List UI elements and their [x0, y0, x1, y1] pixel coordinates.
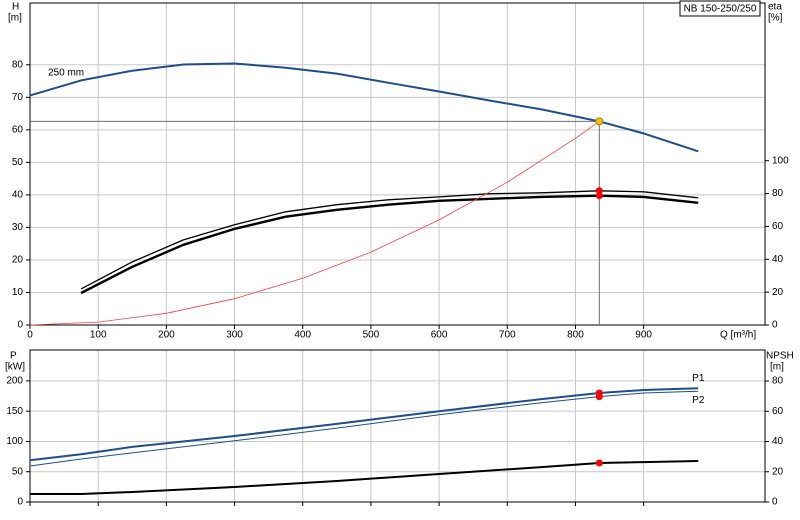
- duty-point: [595, 117, 604, 126]
- x-tick-label: 400: [294, 330, 311, 341]
- y2-tick-label: 0: [772, 497, 778, 508]
- plots: 0 100 200 300 400 500 600 700 800 900010203040506…: [6, 2, 789, 508]
- y-tick-label: 50: [12, 466, 24, 477]
- y-tick-label: 70: [12, 92, 24, 103]
- y2-tick-label: 60: [772, 221, 784, 232]
- duty-point: [595, 192, 603, 200]
- duty-point: [595, 393, 603, 401]
- plot-frame: [29, 2, 766, 326]
- y2-tick-label: 40: [772, 254, 784, 265]
- y2-axis-unit: [%]: [768, 13, 783, 24]
- y2-tick-label: 40: [772, 436, 784, 447]
- y-tick-label: 0: [17, 320, 23, 331]
- x-tick-label: 100: [90, 330, 107, 341]
- y2-tick-label: 0: [772, 320, 778, 331]
- y-tick-label: 40: [12, 190, 24, 201]
- series-label: P1: [692, 373, 705, 384]
- curve-annotation: 250 mm: [48, 68, 84, 79]
- x-axis-label: Q [m³/h]: [720, 330, 756, 341]
- x-tick-label: 700: [499, 330, 516, 341]
- curve: [30, 460, 699, 495]
- y-axis-label: H: [12, 2, 19, 13]
- title-box: [679, 0, 761, 17]
- duty-point: [595, 459, 603, 467]
- y2-tick-label: 60: [772, 406, 784, 417]
- x-tick-label: 800: [567, 330, 584, 341]
- x-tick-label: 500: [363, 330, 380, 341]
- y2-tick-label: 20: [772, 466, 784, 477]
- x-tick-label: 0: [27, 330, 33, 341]
- duty-point: [595, 187, 603, 195]
- plot-frame: [29, 349, 766, 503]
- y-tick-label: 150: [6, 406, 23, 417]
- y-tick-label: 0: [17, 497, 23, 508]
- y-axis-label: P: [10, 351, 17, 362]
- y-tick-label: 80: [12, 59, 24, 70]
- y-tick-label: 30: [12, 222, 24, 233]
- y-tick-label: 100: [6, 436, 23, 447]
- y2-axis-label: NPSH: [766, 351, 794, 362]
- y-tick-label: 20: [12, 255, 24, 266]
- y-tick-label: 10: [12, 287, 24, 298]
- x-tick-label: 600: [431, 330, 448, 341]
- y-tick-label: 200: [6, 376, 23, 387]
- chart-title: NB 150-250/250: [684, 4, 757, 15]
- series-label: P2: [692, 395, 705, 406]
- y-tick-label: 60: [12, 124, 24, 135]
- y2-axis-label: eta: [768, 2, 782, 13]
- y2-tick-label: 80: [772, 376, 784, 387]
- y2-tick-label: 100: [772, 155, 789, 166]
- y-axis-unit: [kW]: [5, 362, 25, 373]
- x-tick-label: 200: [158, 330, 175, 341]
- y2-tick-label: 20: [772, 287, 784, 298]
- x-tick-label: 300: [226, 330, 243, 341]
- curve: [29, 390, 699, 467]
- y-tick-label: 50: [12, 157, 24, 168]
- y-axis-unit: [m]: [8, 13, 22, 24]
- curve: [29, 62, 699, 153]
- x-tick-label: 900: [635, 330, 652, 341]
- y2-tick-label: 80: [772, 188, 784, 199]
- curve: [29, 387, 699, 462]
- y2-axis-unit: [m]: [770, 362, 784, 373]
- curve: [29, 121, 600, 326]
